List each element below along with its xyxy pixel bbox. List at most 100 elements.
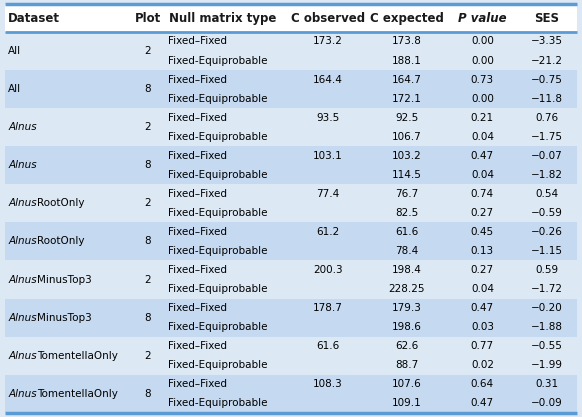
Text: Alnus: Alnus <box>8 313 37 323</box>
Text: 0.76: 0.76 <box>535 113 558 123</box>
Text: −1.99: −1.99 <box>531 360 563 370</box>
Text: −11.8: −11.8 <box>531 93 563 103</box>
Text: −1.72: −1.72 <box>531 284 563 294</box>
Text: 62.6: 62.6 <box>395 341 418 351</box>
Text: Alnus: Alnus <box>8 236 37 246</box>
Text: MinusTop3: MinusTop3 <box>37 313 91 323</box>
Text: MinusTop3: MinusTop3 <box>37 274 91 284</box>
Text: Fixed–Fixed: Fixed–Fixed <box>168 75 228 85</box>
Text: P value: P value <box>458 12 507 25</box>
Text: Fixed–Fixed: Fixed–Fixed <box>168 36 228 46</box>
Text: 0.02: 0.02 <box>471 360 494 370</box>
Text: Fixed–Fixed: Fixed–Fixed <box>168 265 228 275</box>
Text: 164.7: 164.7 <box>392 75 422 85</box>
Text: 76.7: 76.7 <box>395 189 418 199</box>
Text: 8: 8 <box>144 236 151 246</box>
Text: 93.5: 93.5 <box>317 113 340 123</box>
Bar <box>5 222 577 261</box>
Text: 106.7: 106.7 <box>392 132 422 142</box>
Text: Fixed-Equiprobable: Fixed-Equiprobable <box>168 93 268 103</box>
Text: 0.47: 0.47 <box>471 151 494 161</box>
Text: Fixed–Fixed: Fixed–Fixed <box>168 227 228 237</box>
Text: 78.4: 78.4 <box>395 246 418 256</box>
Text: 77.4: 77.4 <box>317 189 340 199</box>
Text: 0.73: 0.73 <box>471 75 494 85</box>
Text: −0.20: −0.20 <box>531 303 563 313</box>
Text: 188.1: 188.1 <box>392 55 422 65</box>
Text: RootOnly: RootOnly <box>37 236 84 246</box>
Text: SES: SES <box>534 12 559 25</box>
Text: 8: 8 <box>144 313 151 323</box>
Text: Fixed-Equiprobable: Fixed-Equiprobable <box>168 398 268 408</box>
Text: Fixed–Fixed: Fixed–Fixed <box>168 189 228 199</box>
Text: 107.6: 107.6 <box>392 379 422 389</box>
Text: Fixed–Fixed: Fixed–Fixed <box>168 341 228 351</box>
Text: 172.1: 172.1 <box>392 93 422 103</box>
Text: 2: 2 <box>144 198 151 208</box>
Bar <box>5 4 577 32</box>
Text: 2: 2 <box>144 122 151 132</box>
Text: 2: 2 <box>144 274 151 284</box>
Text: 8: 8 <box>144 160 151 170</box>
Text: Alnus: Alnus <box>8 351 37 361</box>
Text: All: All <box>8 84 22 94</box>
Text: 198.6: 198.6 <box>392 322 422 332</box>
Text: −0.26: −0.26 <box>531 227 563 237</box>
Text: Alnus: Alnus <box>8 198 37 208</box>
Text: −0.09: −0.09 <box>531 398 563 408</box>
Text: 0.74: 0.74 <box>471 189 494 199</box>
Text: 0.27: 0.27 <box>471 208 494 218</box>
Text: Alnus: Alnus <box>8 274 37 284</box>
Bar <box>5 146 577 184</box>
Text: 0.04: 0.04 <box>471 170 494 180</box>
Text: 61.6: 61.6 <box>395 227 418 237</box>
Text: Alnus: Alnus <box>8 160 37 170</box>
Text: Fixed–Fixed: Fixed–Fixed <box>168 303 228 313</box>
Text: 103.1: 103.1 <box>313 151 343 161</box>
Text: 0.45: 0.45 <box>471 227 494 237</box>
Text: −21.2: −21.2 <box>531 55 563 65</box>
Text: 164.4: 164.4 <box>313 75 343 85</box>
Text: 103.2: 103.2 <box>392 151 422 161</box>
Text: −3.35: −3.35 <box>531 36 563 46</box>
Text: 0.54: 0.54 <box>535 189 558 199</box>
Text: 173.8: 173.8 <box>392 36 422 46</box>
Text: 0.59: 0.59 <box>535 265 558 275</box>
Text: Fixed-Equiprobable: Fixed-Equiprobable <box>168 322 268 332</box>
Text: Fixed–Fixed: Fixed–Fixed <box>168 113 228 123</box>
Text: Fixed-Equiprobable: Fixed-Equiprobable <box>168 246 268 256</box>
Text: 109.1: 109.1 <box>392 398 422 408</box>
Text: TomentellaOnly: TomentellaOnly <box>37 389 118 399</box>
Text: C observed: C observed <box>291 12 365 25</box>
Text: Fixed-Equiprobable: Fixed-Equiprobable <box>168 55 268 65</box>
Text: RootOnly: RootOnly <box>37 198 84 208</box>
Text: Alnus: Alnus <box>8 389 37 399</box>
Bar <box>5 261 577 299</box>
Text: 173.2: 173.2 <box>313 36 343 46</box>
Text: −0.55: −0.55 <box>531 341 563 351</box>
Text: 0.04: 0.04 <box>471 284 494 294</box>
Text: −1.88: −1.88 <box>531 322 563 332</box>
Text: Fixed–Fixed: Fixed–Fixed <box>168 379 228 389</box>
Text: C expected: C expected <box>370 12 443 25</box>
Text: Fixed-Equiprobable: Fixed-Equiprobable <box>168 170 268 180</box>
Text: 82.5: 82.5 <box>395 208 418 218</box>
Text: Plot: Plot <box>134 12 161 25</box>
Text: −1.75: −1.75 <box>531 132 563 142</box>
Text: 198.4: 198.4 <box>392 265 422 275</box>
Text: 92.5: 92.5 <box>395 113 418 123</box>
Text: Fixed-Equiprobable: Fixed-Equiprobable <box>168 132 268 142</box>
Text: Null matrix type: Null matrix type <box>169 12 276 25</box>
Text: −0.07: −0.07 <box>531 151 563 161</box>
Text: 2: 2 <box>144 46 151 56</box>
Text: −1.82: −1.82 <box>531 170 563 180</box>
Bar <box>5 70 577 108</box>
Text: 108.3: 108.3 <box>313 379 343 389</box>
Text: 179.3: 179.3 <box>392 303 422 313</box>
Text: 0.47: 0.47 <box>471 303 494 313</box>
Text: 0.00: 0.00 <box>471 93 494 103</box>
Bar <box>5 184 577 222</box>
Bar <box>5 108 577 146</box>
Bar <box>5 337 577 375</box>
Text: 0.77: 0.77 <box>471 341 494 351</box>
